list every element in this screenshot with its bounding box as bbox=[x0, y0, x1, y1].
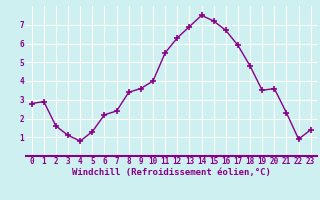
X-axis label: Windchill (Refroidissement éolien,°C): Windchill (Refroidissement éolien,°C) bbox=[72, 168, 271, 177]
